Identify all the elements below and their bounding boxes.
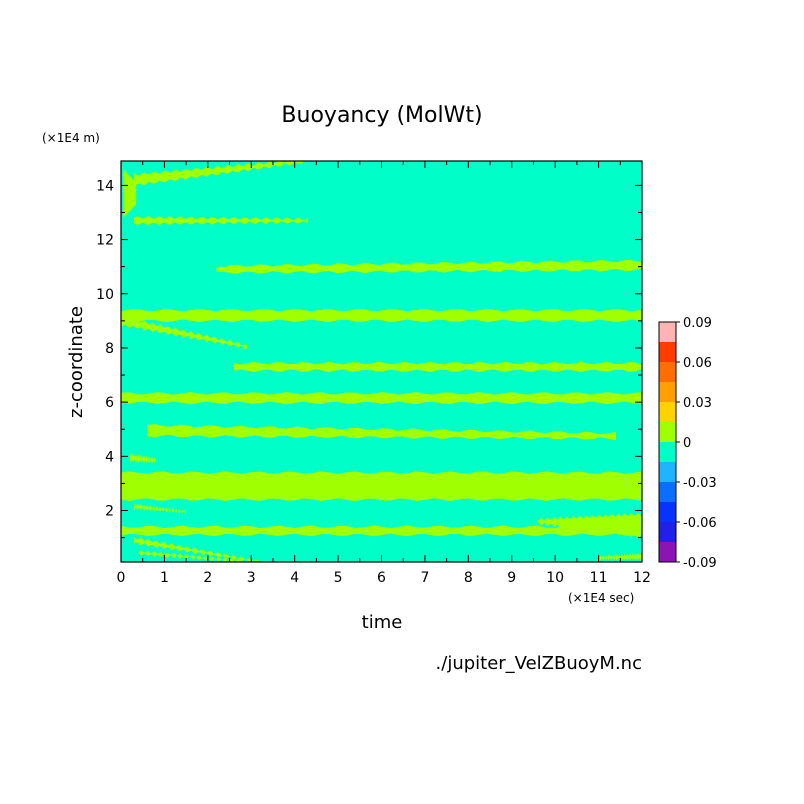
colorbar: 0.09 0.06 0.03 0 -0.03 -0.06 -0.09 bbox=[658, 316, 717, 571]
y-tick-label: 14 bbox=[96, 178, 114, 194]
positive-region-10 bbox=[123, 168, 137, 219]
x-tick-label: 11 bbox=[590, 570, 608, 586]
y-unit-label: (×1E4 m) bbox=[42, 131, 100, 145]
positive-region-14 bbox=[134, 503, 187, 514]
y-tick-label: 6 bbox=[105, 395, 114, 411]
colorbar-segment bbox=[659, 382, 676, 402]
positive-region-2 bbox=[537, 513, 642, 538]
colorbar-segment bbox=[659, 342, 676, 362]
y-tick-label: 12 bbox=[96, 233, 114, 249]
positive-region-3 bbox=[121, 392, 642, 405]
y-tick-label: 8 bbox=[105, 341, 114, 357]
colorbar-segment bbox=[659, 482, 676, 502]
x-tick-label: 9 bbox=[507, 570, 516, 586]
x-tick-label: 2 bbox=[203, 570, 212, 586]
colorbar-segment bbox=[659, 462, 676, 482]
positive-region-8 bbox=[134, 216, 308, 226]
x-axis-label: time bbox=[362, 612, 403, 633]
x-tick-label: 7 bbox=[420, 570, 429, 586]
x-tick-label: 10 bbox=[546, 570, 564, 586]
x-tick-label: 4 bbox=[290, 570, 299, 586]
x-tick-label: 6 bbox=[377, 570, 386, 586]
positive-region-6 bbox=[121, 315, 247, 349]
colorbar-tick-label: 0.03 bbox=[683, 396, 712, 411]
colorbar-segment bbox=[659, 402, 676, 422]
colorbar-segment bbox=[659, 522, 676, 542]
colorbar-tick-label: -0.03 bbox=[683, 476, 717, 491]
x-axis: 0 1 2 3 4 5 6 7 8 9 10 11 12 bbox=[117, 161, 651, 586]
colorbar-segment bbox=[659, 322, 676, 342]
colorbar-tick-label: 0.06 bbox=[683, 356, 712, 371]
y-tick-label: 2 bbox=[105, 504, 114, 520]
x-tick-label: 5 bbox=[334, 570, 343, 586]
positive-region-0 bbox=[121, 471, 642, 501]
positive-region-1 bbox=[121, 525, 642, 537]
x-tick-label: 8 bbox=[464, 570, 473, 586]
positive-region-12 bbox=[134, 536, 260, 562]
positive-region-16 bbox=[129, 453, 156, 464]
x-tick-label: 0 bbox=[117, 570, 126, 586]
colorbar-segment bbox=[659, 442, 676, 462]
colorbar-segment bbox=[659, 422, 676, 442]
positive-region-11 bbox=[147, 424, 616, 441]
y-tick-label: 4 bbox=[105, 449, 114, 465]
colorbar-segment bbox=[659, 542, 676, 562]
colorbar-tick-label: 0.09 bbox=[683, 316, 712, 331]
colorbar-segment bbox=[659, 362, 676, 382]
y-axis-label: z-coordinate bbox=[66, 306, 87, 418]
positive-region-5 bbox=[121, 308, 642, 323]
positive-region-13 bbox=[138, 549, 243, 562]
x-tick-label: 3 bbox=[247, 570, 256, 586]
positive-region-15 bbox=[598, 552, 642, 561]
y-axis: 2 4 6 8 10 12 14 bbox=[96, 178, 642, 539]
positive-region-7 bbox=[216, 259, 642, 274]
positive-buoyancy-regions bbox=[121, 161, 642, 562]
y-tick-label: 10 bbox=[96, 287, 114, 303]
chart-title: Buoyancy (MolWt) bbox=[281, 103, 482, 128]
positive-region-4 bbox=[233, 361, 642, 373]
x-tick-label: 1 bbox=[160, 570, 169, 586]
source-file-annotation: ./jupiter_VelZBuoyM.nc bbox=[436, 653, 642, 674]
x-tick-label: 12 bbox=[633, 570, 651, 586]
colorbar-segment bbox=[659, 502, 676, 522]
colorbar-tick-label: -0.06 bbox=[683, 516, 717, 531]
positive-region-9 bbox=[134, 161, 304, 187]
colorbar-tick-label: 0 bbox=[683, 436, 691, 451]
colorbar-tick-label: -0.09 bbox=[683, 556, 717, 571]
x-unit-label: (×1E4 sec) bbox=[568, 591, 634, 605]
